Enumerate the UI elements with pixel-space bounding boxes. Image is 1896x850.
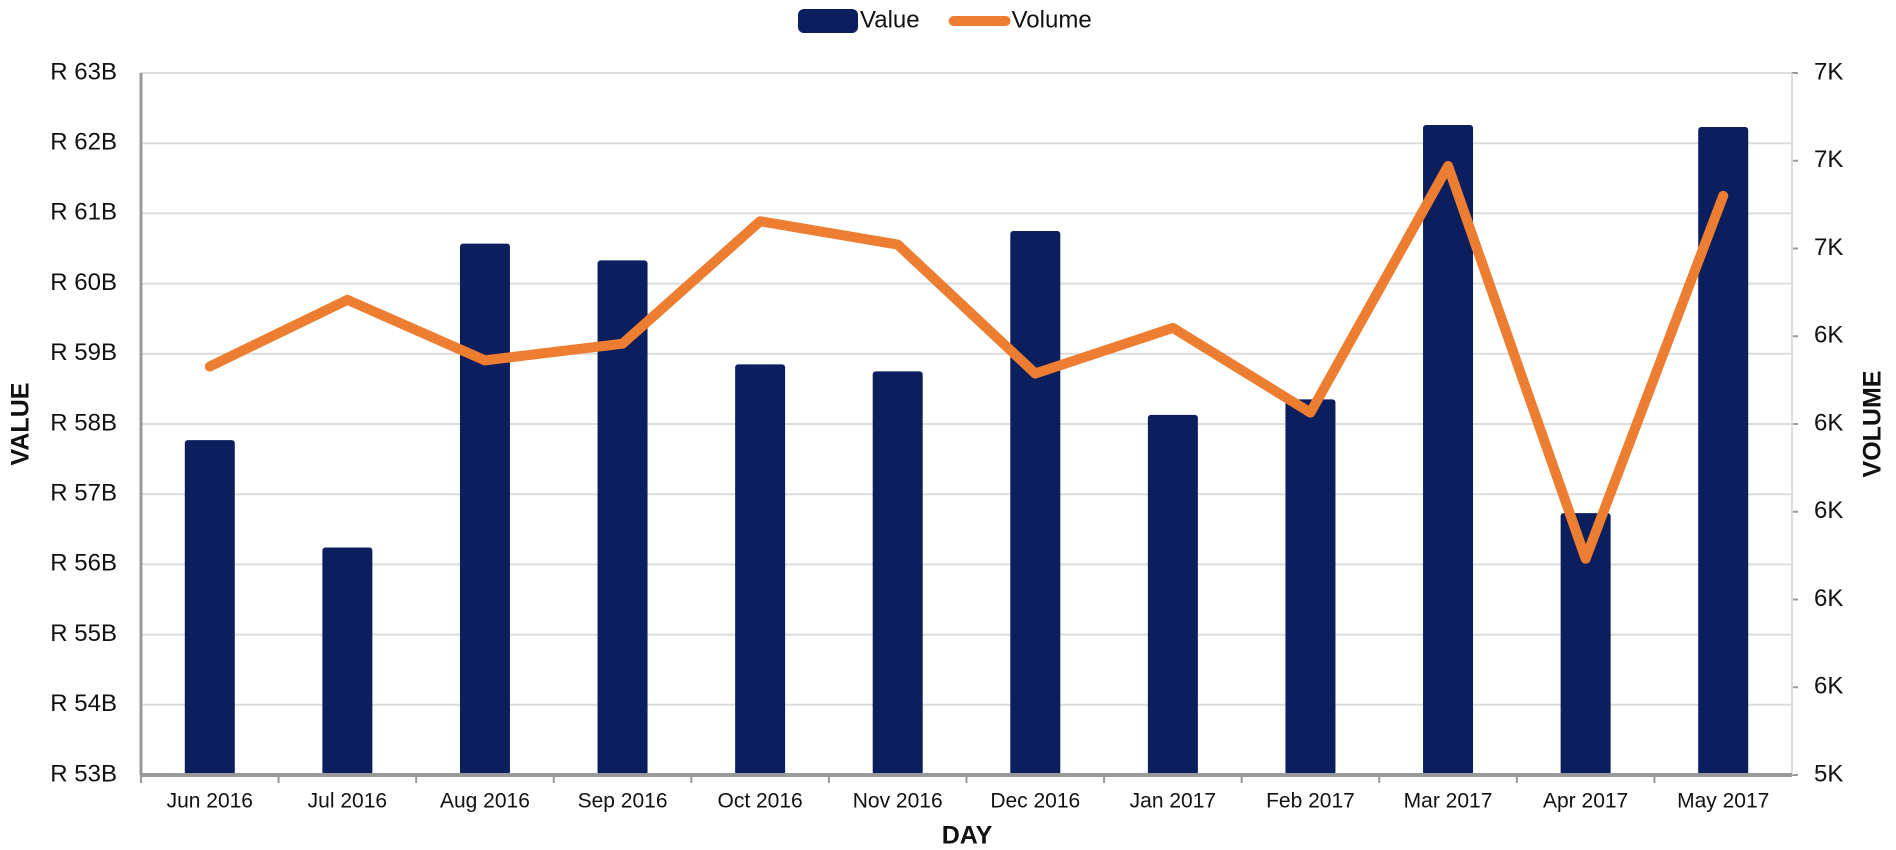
x-tick-label: Jul 2016 [308, 790, 387, 813]
x-axis-title: DAY [942, 822, 993, 850]
bar [1698, 127, 1749, 775]
y-tick-label: R 53B [50, 760, 117, 787]
x-tick-label: Jan 2017 [1130, 790, 1216, 813]
line [204, 161, 1729, 564]
legend-label: Value [860, 6, 920, 33]
y2-tick-label: 7K [1814, 146, 1843, 173]
legend-swatch [798, 9, 858, 33]
y-tick-label: R 63B [50, 58, 117, 85]
x-tick-label: Mar 2017 [1404, 790, 1493, 813]
y-tick-label: R 59B [50, 339, 117, 366]
bar [1285, 399, 1336, 775]
y-tick-label: R 57B [50, 480, 117, 507]
x-tick-label: Jun 2016 [167, 790, 253, 813]
bar [1560, 513, 1611, 775]
y-axis-title: VALUE [7, 383, 35, 466]
y2-tick-label: 6K [1814, 497, 1843, 524]
y2-tick-label: 6K [1814, 322, 1843, 349]
x-tick-label: Nov 2016 [853, 790, 943, 813]
y-tick-label: R 55B [50, 620, 117, 647]
y-tick-label: R 60B [50, 269, 117, 296]
bar [597, 260, 648, 776]
y2-tick-label: 6K [1814, 409, 1843, 436]
x-tick-label: May 2017 [1677, 790, 1769, 813]
y2-tick-label: 5K [1814, 760, 1843, 787]
y-tick-label: R 58B [50, 409, 117, 436]
y-tick-label: R 56B [50, 550, 117, 577]
x-tick-label: Apr 2017 [1543, 790, 1628, 813]
bar [1423, 124, 1474, 775]
x-tick-label: Oct 2016 [718, 790, 803, 813]
bar [459, 243, 510, 775]
y2-tick-label: 6K [1814, 673, 1843, 700]
y-tick-label: R 54B [50, 690, 117, 717]
x-tick-label: Sep 2016 [578, 790, 668, 813]
y-tick-label: R 61B [50, 199, 117, 226]
bar [1147, 414, 1198, 775]
legend-label: Volume [1012, 6, 1092, 33]
y-tick-label: R 62B [50, 129, 117, 156]
bar [322, 547, 373, 775]
y2-tick-label: 6K [1814, 585, 1843, 612]
bar [1010, 230, 1061, 775]
y2-tick-label: 7K [1814, 234, 1843, 261]
y2-axis-title: VOLUME [1859, 371, 1887, 478]
x-tick-label: Aug 2016 [440, 790, 530, 813]
y2-tick-label: 7K [1814, 58, 1843, 85]
bar [735, 364, 786, 775]
bar [184, 440, 235, 775]
x-tick-label: Feb 2017 [1266, 790, 1355, 813]
x-tick-label: Dec 2016 [990, 790, 1080, 813]
bar [872, 371, 923, 775]
